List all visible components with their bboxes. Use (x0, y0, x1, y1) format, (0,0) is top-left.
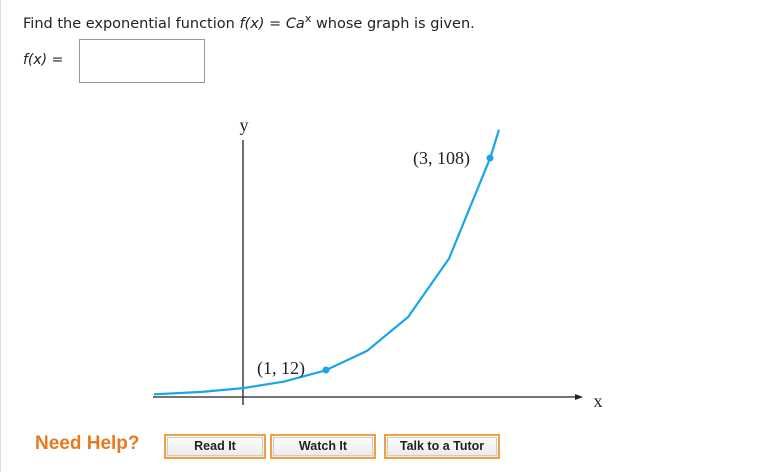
equals: = (51, 52, 64, 68)
tutor-button[interactable]: Talk to a Tutor (384, 434, 500, 459)
point (486, 154, 494, 162)
point-label: (1, 12) (257, 358, 305, 379)
answer-label: f(x) = (23, 52, 63, 68)
function-base: Ca (285, 15, 305, 32)
curve (153, 129, 501, 396)
question: Find the exponential function f(x) = Cax… (23, 12, 475, 32)
x-axis-arrow (575, 394, 583, 400)
help-title: Need Help? (35, 433, 140, 454)
function-exponent: x (304, 12, 312, 25)
point (322, 366, 330, 374)
question-text: whose graph is given. (315, 15, 475, 32)
y-axis-label: y (240, 115, 249, 135)
read-button[interactable]: Read It (164, 434, 266, 459)
watch-button[interactable]: Watch It (270, 434, 376, 459)
point-label: (3, 108) (413, 148, 470, 169)
x-axis-label: x (594, 391, 603, 411)
equals: = (269, 15, 282, 32)
answer-function: f(x) (23, 52, 48, 68)
answer-input[interactable] (79, 39, 205, 83)
function-name: f(x) (239, 15, 265, 32)
question-text: Find the exponential function (23, 15, 235, 32)
